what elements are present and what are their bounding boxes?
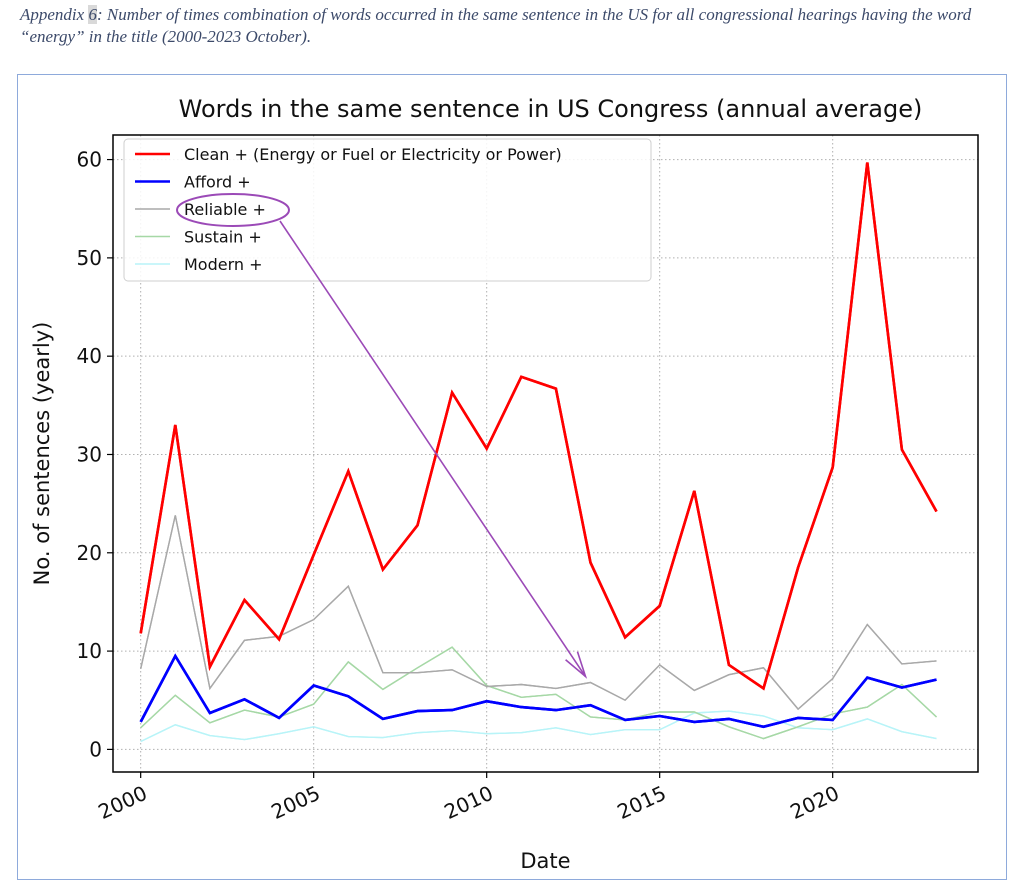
legend-label-4: Modern + xyxy=(184,255,263,274)
legend-label-0: Clean + (Energy or Fuel or Electricity o… xyxy=(184,145,562,164)
series-line-overlay-2 xyxy=(140,515,937,711)
series-line-2 xyxy=(140,515,937,711)
series-line-overlay-0 xyxy=(139,162,938,691)
figure-caption: Appendix 6: Number of times combination … xyxy=(20,4,1000,48)
caption-prefix: Appendix xyxy=(20,5,89,24)
x-tick-label: 2005 xyxy=(268,781,324,824)
x-tick-label: 2010 xyxy=(441,781,497,824)
plot-area-border xyxy=(112,134,979,773)
chart-frame: Words in the same sentence in US Congres… xyxy=(17,74,1007,880)
legend-label-3: Sustain + xyxy=(184,228,262,247)
y-tick-label: 40 xyxy=(77,344,102,368)
y-tick-label: 0 xyxy=(89,737,102,761)
annotation-arrow-head xyxy=(565,651,588,679)
legend-label-2: Reliable + xyxy=(184,200,266,219)
legend: Clean + (Energy or Fuel or Electricity o… xyxy=(123,138,652,282)
series-line-overlay-1 xyxy=(139,653,937,729)
x-axis-label: Date xyxy=(520,849,570,873)
legend-label-1: Afford + xyxy=(184,173,251,192)
annotation-arrow-line xyxy=(279,220,587,677)
caption-text: : Number of times combination of words o… xyxy=(20,5,972,46)
y-tick-label: 10 xyxy=(77,639,102,663)
annotation-ellipse xyxy=(176,193,290,227)
x-tick-label: 2020 xyxy=(787,781,843,824)
y-tick-label: 20 xyxy=(77,541,102,565)
line-chart: Words in the same sentence in US Congres… xyxy=(30,95,979,873)
series-line-overlay-4 xyxy=(140,710,937,743)
x-tick-label: 2000 xyxy=(95,781,151,824)
chart-title: Words in the same sentence in US Congres… xyxy=(179,95,923,123)
y-tick-label: 60 xyxy=(77,148,102,172)
y-tick-label: 50 xyxy=(77,246,102,270)
caption-number: 6 xyxy=(88,5,97,24)
y-tick-label: 30 xyxy=(77,442,102,466)
y-axis-label: No. of sentences (yearly) xyxy=(30,322,54,586)
legend-box xyxy=(123,138,652,282)
x-tick-label: 2015 xyxy=(614,781,670,824)
